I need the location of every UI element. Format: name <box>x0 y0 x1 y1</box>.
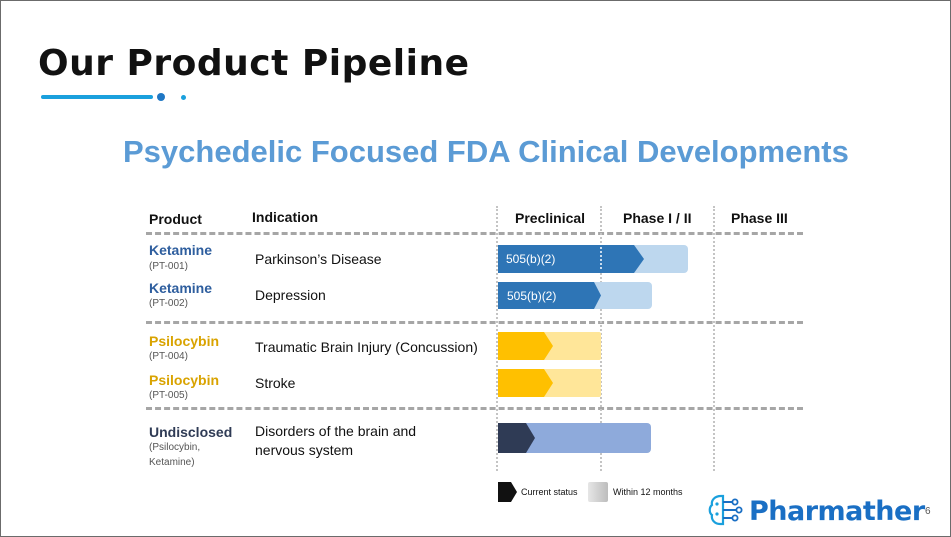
indication: Parkinson’s Disease <box>255 251 382 267</box>
header-indication: Indication <box>252 209 319 225</box>
pathway-label: 505(b)(2) <box>507 289 557 303</box>
indication: Stroke <box>255 375 296 391</box>
group-divider-1 <box>146 321 803 324</box>
pipeline-current-bar <box>498 369 553 397</box>
legend-current-status-swatch <box>498 482 517 502</box>
title-underline <box>41 95 153 99</box>
product-code: (PT-005) <box>149 390 188 401</box>
column-divider-preclinical <box>496 206 498 471</box>
column-divider-phase3 <box>713 206 715 471</box>
legend-within-12-months: Within 12 months <box>613 487 683 497</box>
header-divider <box>146 232 803 235</box>
product-name: Ketamine <box>149 242 213 258</box>
slide-title: Our Product Pipeline <box>38 43 470 84</box>
product-name: Ketamine <box>149 280 213 296</box>
title-dot <box>157 93 165 101</box>
company-logo: Pharmather <box>749 496 925 527</box>
pipeline-current-bar <box>498 423 535 453</box>
indication: nervous system <box>255 442 354 458</box>
product-code: (Psilocybin, <box>149 442 201 453</box>
title-dot-small <box>181 95 186 100</box>
header-preclinical: Preclinical <box>515 210 586 226</box>
product-name: Undisclosed <box>149 424 233 440</box>
pipeline-current-bar <box>498 332 553 360</box>
page-number: 6 <box>925 506 931 517</box>
pathway-label: 505(b)(2) <box>506 252 556 266</box>
slide-subtitle: Psychedelic Focused FDA Clinical Develop… <box>123 134 849 169</box>
header-product: Product <box>149 211 202 227</box>
product-name: Psilocybin <box>149 333 220 349</box>
product-code: (PT-002) <box>149 298 188 309</box>
column-divider-phase1 <box>600 206 602 471</box>
product-code: Ketamine) <box>149 457 195 468</box>
product-code: (PT-004) <box>149 351 188 362</box>
pipeline-current-bar <box>498 245 644 273</box>
header-phase1-2: Phase I / II <box>623 210 692 226</box>
group-divider-2 <box>146 407 803 410</box>
legend-within-12-months-swatch <box>588 482 608 502</box>
indication: Disorders of the brain and <box>255 423 417 439</box>
product-code: (PT-001) <box>149 261 188 272</box>
pipeline-current-bar <box>498 282 601 309</box>
brain-circuit-icon <box>708 494 743 526</box>
header-phase3: Phase III <box>731 210 788 226</box>
legend-current-status: Current status <box>521 487 578 497</box>
product-name: Psilocybin <box>149 372 220 388</box>
indication: Traumatic Brain Injury (Concussion) <box>255 339 478 355</box>
indication: Depression <box>255 287 326 303</box>
